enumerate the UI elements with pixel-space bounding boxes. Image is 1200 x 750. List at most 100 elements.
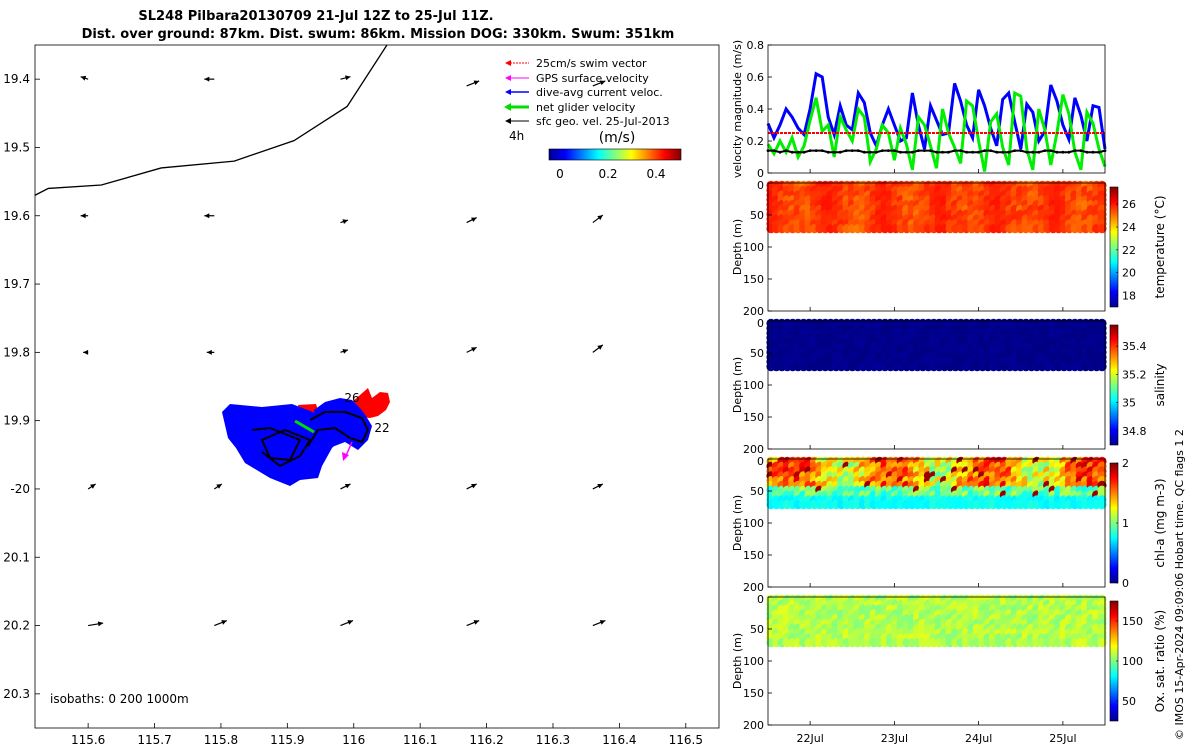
velocity-black-marker [898, 150, 902, 154]
current-vector-head [90, 483, 96, 489]
map-y-ticks: 19.4 19.5 19.6 19.7 19.8 19.9 -20 20.1 20.2 20.3 [3, 72, 40, 701]
map-x-tick-label: 115.9 [270, 733, 304, 747]
velocity-y-tick-label: 0 [757, 167, 764, 180]
current-vector-head [204, 76, 210, 82]
map-x-tick-label: 116 [342, 733, 365, 747]
current-vector-head [221, 620, 227, 625]
time-tick-label: 24Jul [965, 732, 992, 745]
map-x-tick-label: 115.6 [71, 733, 105, 747]
colorbar-tick-label: 100 [1122, 655, 1143, 668]
velocity-black-marker [1025, 150, 1029, 154]
map-y-tick-label: 20.3 [3, 687, 30, 701]
depth-data-point [1097, 362, 1107, 372]
legend-net-glider-label: net glider velocity [536, 101, 636, 114]
depth-y-tick-label: 0 [757, 593, 764, 606]
current-vector-head [471, 483, 477, 489]
depth-ylabel: Depth (m) [731, 495, 744, 551]
map-x-tick-label: 116.5 [669, 733, 703, 747]
current-vector-head [80, 213, 86, 219]
map-x-tick-label: 116.3 [536, 733, 570, 747]
depth-y-tick-label: 100 [743, 241, 764, 254]
depth-y-tick-label: 100 [743, 655, 764, 668]
velocity-y-tick-label: 0.8 [747, 39, 765, 52]
velocity-black-marker [886, 149, 890, 153]
current-vector-head [206, 349, 212, 355]
depth-panel-chl-a: 0 50 100 150 200 Depth (m) 0 1 2 chl-a (mg m-3) [731, 455, 1167, 594]
depth-axes-frame [767, 596, 1106, 726]
colorbar-tick-label: 150 [1122, 615, 1143, 628]
velocity-series-line [766, 71, 1107, 151]
depth-ylabel: Depth (m) [731, 357, 744, 413]
colorbar-tick-label: 35 [1122, 397, 1136, 410]
depth-axes-frame [767, 320, 1106, 450]
depth-y-tick-label: 150 [743, 549, 764, 562]
map-y-tick-label: 20.1 [3, 550, 30, 564]
legend-speed-colorbar [548, 148, 682, 161]
map-title-line2: Dist. over ground: 87km. Dist. swum: 86k… [82, 27, 675, 42]
colorbar-tick-label: 24 [1122, 221, 1136, 234]
depth-y-tick-label: 50 [750, 209, 764, 222]
velocity-y-tick-label: 0.2 [747, 135, 765, 148]
map-y-tick-label: -20 [10, 482, 30, 496]
velocity-black-marker [941, 150, 944, 154]
velocity-black-marker [778, 150, 782, 154]
map-x-ticks: 115.6 115.7 115.8 115.9 116 116.1 116.2 116.3 11… [71, 723, 703, 747]
depth-y-tick-label: 150 [743, 411, 764, 424]
map-legend: 25cm/s swim vector GPS surface velocity … [504, 57, 682, 181]
legend-colorbar-unit: (m/s) [599, 130, 636, 146]
velocity-black-marker [965, 150, 968, 154]
legend-swim-vector-head [505, 60, 511, 66]
colorbar-temperature [1109, 186, 1119, 308]
velocity-black-marker [820, 149, 824, 153]
current-vector-head [597, 344, 603, 350]
map-y-tick-label: 19.7 [3, 277, 30, 291]
velocity-series-line [766, 90, 1107, 172]
velocity-axes-frame [767, 44, 1106, 174]
colorbar-tick-label: 35.2 [1122, 368, 1147, 381]
velocity-black-marker [874, 150, 878, 154]
velocity-black-marker [1055, 150, 1059, 154]
depth-y-tick-label: 50 [750, 485, 764, 498]
map-x-tick-label: 116.2 [469, 733, 503, 747]
depth-ylabel: Depth (m) [731, 633, 744, 689]
depth-y-tick-label: 150 [743, 687, 764, 700]
footer-copyright: © IMOS 15-Apr-2024 09:09:06 Hobart time.… [1173, 429, 1186, 740]
legend-dive-avg-head [505, 89, 511, 95]
velocity-black-marker [923, 149, 926, 153]
depth-ylabel: Depth (m) [731, 219, 744, 275]
isobaths-label: isobaths: 0 200 1000m [50, 692, 189, 706]
velocity-black-marker [856, 149, 860, 153]
current-vector-head [97, 621, 104, 627]
current-vector-head [347, 620, 353, 625]
current-vector-head [80, 75, 87, 81]
depth-data-points [766, 594, 1107, 648]
velocity-black-marker [1037, 150, 1041, 154]
velocity-black-marker [959, 149, 962, 153]
colorbar-tick-label: 18 [1122, 290, 1136, 303]
velocity-black-marker [1097, 150, 1101, 154]
velocity-black-marker [905, 150, 908, 154]
velocity-black-marker [790, 150, 794, 154]
velocity-black-marker [838, 150, 842, 154]
depth-y-tick-label: 150 [743, 273, 764, 286]
velocity-black-marker [1073, 149, 1077, 153]
map-panel: 115.6 115.7 115.8 115.9 116 116.1 116.2 116.3 11… [3, 44, 720, 747]
depth-axes-frame [767, 182, 1106, 312]
depth-y-tick-label: 0 [757, 179, 764, 192]
depth-y-tick-label: 100 [743, 379, 764, 392]
velocity-black-marker [1001, 150, 1005, 154]
velocity-black-marker [917, 149, 920, 153]
velocity-black-marker [1049, 149, 1053, 153]
current-vector-head [344, 483, 351, 489]
track-line [251, 411, 370, 468]
depth-y-tick-label: 50 [750, 623, 764, 636]
velocity-black-marker [1043, 149, 1047, 153]
map-y-tick-label: 19.8 [3, 345, 30, 359]
colorbar-tick-label: 22 [1122, 244, 1136, 257]
velocity-black-marker [826, 150, 830, 154]
depth-y-tick-label: 200 [743, 443, 764, 456]
depth-y-tick-label: 0 [757, 455, 764, 468]
map-y-tick-label: 19.4 [3, 72, 30, 86]
